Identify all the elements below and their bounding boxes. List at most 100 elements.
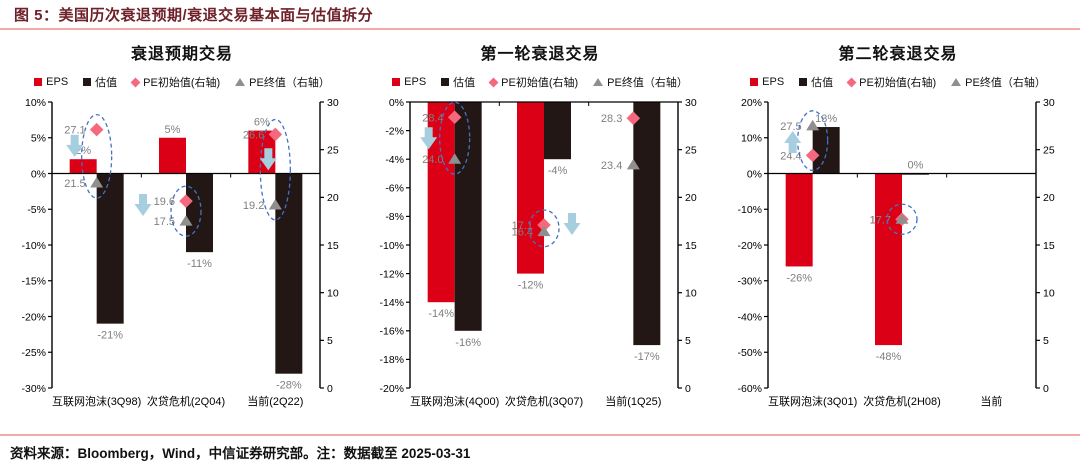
- svg-text:互联网泡沫(3Q01): 互联网泡沫(3Q01): [768, 394, 857, 408]
- valuation-swatch-icon: [83, 78, 92, 86]
- recession-expectation-chart: 2%5%6%-21%-11%-28%-30%-25%-20%-15%-10%-5…: [21, 97, 339, 408]
- legend-label: PE初始值(右轴): [143, 77, 221, 89]
- svg-text:27.5: 27.5: [780, 121, 801, 133]
- chart-legend: EPS 估值 PE初始值(右轴) PE终值（右轴）: [34, 74, 330, 90]
- svg-text:25: 25: [327, 144, 339, 156]
- svg-text:当前(2Q22): 当前(2Q22): [247, 394, 303, 408]
- svg-text:-5%: -5%: [27, 204, 46, 216]
- svg-text:-30%: -30%: [21, 383, 46, 395]
- svg-text:-4%: -4%: [385, 154, 404, 166]
- svg-text:30: 30: [1043, 97, 1055, 109]
- legend-label: PE初始值(右轴): [501, 77, 579, 89]
- svg-text:28.3: 28.3: [601, 113, 622, 125]
- svg-text:28.4: 28.4: [422, 112, 443, 124]
- svg-text:17.1: 17.1: [512, 220, 533, 232]
- svg-text:25: 25: [1043, 144, 1055, 156]
- legend-label: EPS: [404, 76, 427, 88]
- svg-text:-50%: -50%: [737, 347, 762, 359]
- svg-text:20: 20: [685, 192, 697, 204]
- svg-text:5%: 5%: [165, 124, 181, 136]
- figure-title: 图 5：美国历次衰退预期/衰退交易基本面与估值拆分: [14, 7, 374, 24]
- svg-text:15: 15: [685, 240, 697, 252]
- svg-text:-30%: -30%: [737, 276, 762, 288]
- svg-text:27.1: 27.1: [64, 125, 85, 137]
- second-round-recession-chart: -26% -48% 13% 0% -60% -50% -40% -30% -20% -10% 0% 1…: [737, 97, 1054, 408]
- figure-footer: 资料来源：Bloomberg，Wind，中信证券研究部。注：数据截至 2025-…: [0, 434, 1080, 470]
- svg-text:17.7: 17.7: [870, 214, 891, 226]
- bars: -14% -12% -16% -4% -17%: [427, 102, 661, 363]
- svg-text:-26%: -26%: [786, 272, 812, 284]
- legend-item-valuation: 估值: [441, 74, 475, 90]
- svg-text:5: 5: [685, 335, 691, 347]
- svg-text:-17%: -17%: [634, 351, 660, 363]
- svg-text:互联网泡沫(4Q00): 互联网泡沫(4Q00): [410, 394, 499, 408]
- pe-start-diamond-icon: [846, 77, 857, 87]
- svg-text:5%: 5%: [31, 133, 46, 145]
- svg-text:-10%: -10%: [21, 240, 46, 252]
- legend-item-pe-start: PE初始值(右轴): [846, 74, 936, 90]
- panel-first-round-recession: 第一轮衰退交易 EPS 估值 PE初始值(右轴) PE终值（右轴） -14% -1…: [362, 32, 718, 422]
- chart-title: 第一轮衰退交易: [480, 46, 600, 63]
- svg-text:6%: 6%: [254, 117, 270, 129]
- svg-text:26.6: 26.6: [243, 129, 264, 141]
- svg-text:-40%: -40%: [737, 311, 762, 323]
- svg-text:-16%: -16%: [379, 326, 404, 338]
- svg-text:-12%: -12%: [379, 268, 404, 280]
- svg-text:-11%: -11%: [187, 258, 212, 270]
- source-note: 资料来源：Bloomberg，Wind，中信证券研究部。注：数据截至 2025-…: [10, 446, 471, 461]
- pe-start-diamond-icon: [130, 77, 141, 87]
- svg-text:10: 10: [327, 287, 339, 299]
- legend-label: PE终值（右轴）: [607, 77, 688, 89]
- legend-item-eps: EPS: [750, 76, 784, 88]
- annotations: [784, 110, 918, 235]
- eps-swatch-icon: [392, 78, 401, 86]
- chart-title: 第二轮衰退交易: [838, 46, 958, 63]
- svg-text:10: 10: [1043, 287, 1055, 299]
- chart-legend: EPS 估值 PE初始值(右轴) PE终值（右轴）: [750, 74, 1046, 90]
- chart-legend: EPS 估值 PE初始值(右轴) PE终值（右轴）: [392, 74, 688, 90]
- svg-text:-28%: -28%: [276, 380, 302, 392]
- svg-text:10%: 10%: [25, 97, 46, 109]
- panel-recession-expectation: 衰退预期交易 EPS 估值 PE初始值(右轴) PE终值（右轴） 2% 5% 6% -…: [4, 32, 360, 422]
- annotations: [420, 101, 581, 248]
- legend-item-eps: EPS: [392, 76, 426, 88]
- svg-text:0%: 0%: [747, 168, 762, 180]
- legend-label: PE终值（右轴）: [249, 77, 330, 89]
- svg-text:-6%: -6%: [385, 183, 404, 195]
- svg-text:-14%: -14%: [428, 308, 454, 320]
- footer-divider: [0, 434, 1080, 436]
- axes: -20% -18% -16% -14% -12% -10% -8% -6% -4% -2% 0% 0 5…: [379, 97, 696, 408]
- axes: -60% -50% -40% -30% -20% -10% 0% 10% 20% 0 5 10 15 20…: [737, 97, 1054, 408]
- svg-text:当前(1Q25): 当前(1Q25): [605, 394, 661, 408]
- svg-text:5: 5: [327, 335, 333, 347]
- svg-text:互联网泡沫(3Q98): 互联网泡沫(3Q98): [52, 394, 141, 408]
- svg-text:13%: 13%: [815, 113, 837, 125]
- svg-text:15: 15: [327, 240, 339, 252]
- legend-label: EPS: [46, 76, 69, 88]
- svg-text:-21%: -21%: [97, 330, 123, 342]
- svg-text:-25%: -25%: [21, 347, 46, 359]
- legend-item-pe-end: PE终值（右轴）: [235, 74, 330, 90]
- svg-text:-4%: -4%: [548, 165, 568, 177]
- legend-item-pe-start: PE初始值(右轴): [488, 74, 579, 90]
- svg-text:19.2: 19.2: [243, 200, 264, 212]
- legend-item-eps: EPS: [34, 76, 68, 88]
- svg-text:-20%: -20%: [737, 240, 762, 252]
- pe-end-triangle-icon: [951, 78, 962, 86]
- svg-text:20: 20: [327, 192, 339, 204]
- annotations: [66, 113, 291, 237]
- svg-text:5: 5: [1043, 335, 1049, 347]
- svg-text:30: 30: [327, 97, 339, 109]
- legend-label: PE终值（右轴）: [965, 77, 1046, 89]
- svg-text:-18%: -18%: [379, 354, 404, 366]
- legend-label: 估值: [811, 77, 834, 89]
- title-divider: [0, 28, 1080, 30]
- svg-text:20%: 20%: [741, 97, 762, 109]
- svg-text:0%: 0%: [389, 97, 404, 109]
- eps-swatch-icon: [750, 78, 759, 86]
- eps-swatch-icon: [34, 78, 43, 86]
- svg-text:-16%: -16%: [455, 337, 481, 349]
- svg-text:-15%: -15%: [21, 276, 46, 288]
- bars: -26% -48% 13% 0%: [785, 113, 929, 363]
- legend-item-pe-start: PE初始值(右轴): [130, 74, 221, 90]
